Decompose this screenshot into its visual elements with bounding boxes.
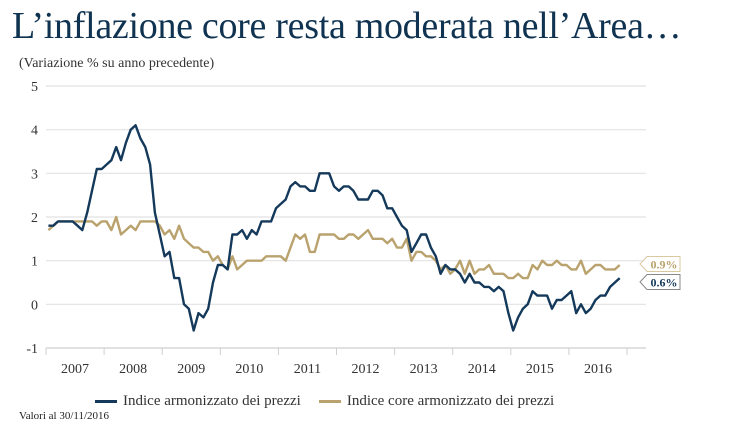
last-value-label-core: 0.9% xyxy=(639,256,681,272)
x-tick-label: 2014 xyxy=(468,362,496,377)
data-date-note: Valori al 30/11/2016 xyxy=(19,410,110,422)
label-box xyxy=(639,274,681,290)
x-tick-label: 2013 xyxy=(410,362,438,377)
x-tick-label: 2012 xyxy=(352,362,380,377)
legend-swatch-core xyxy=(318,400,341,403)
y-tick-label: 2 xyxy=(31,211,38,226)
x-tick-label: 2016 xyxy=(584,362,612,377)
y-tick-label: -1 xyxy=(26,342,38,357)
y-tick-label: 0 xyxy=(31,298,38,313)
series-line-core xyxy=(47,215,621,280)
x-tick-label: 2015 xyxy=(526,362,554,377)
y-tick-label: 3 xyxy=(31,167,38,182)
legend-item-core: Indice core armonizzato dei prezzi xyxy=(318,393,555,410)
y-tick-label: 5 xyxy=(31,80,38,95)
legend-item-hicp: Indice armonizzato dei prezzi xyxy=(95,393,301,410)
x-tick-label: 2010 xyxy=(235,362,263,377)
x-tick-label: 2007 xyxy=(61,362,89,377)
x-tick-label: 2009 xyxy=(177,362,205,377)
page-title: L’inflazione core resta moderata nell’Ar… xyxy=(12,5,682,47)
label-box xyxy=(639,256,681,272)
x-tick-label: 2011 xyxy=(294,362,321,377)
series-line-hicp xyxy=(48,124,621,332)
legend: Indice armonizzato dei prezzi Indice cor… xyxy=(95,393,564,410)
legend-label-hicp: Indice armonizzato dei prezzi xyxy=(123,393,301,409)
chart-subtitle: (Variazione % su anno precedente) xyxy=(19,56,215,71)
y-tick-label: 1 xyxy=(31,255,38,270)
y-tick-label: 4 xyxy=(31,124,38,139)
legend-swatch-hicp xyxy=(95,400,117,403)
label-text: 0.9% xyxy=(651,258,678,272)
x-tick-label: 2008 xyxy=(119,362,147,377)
label-text: 0.6% xyxy=(651,276,678,290)
last-value-label-hicp: 0.6% xyxy=(639,274,681,290)
legend-label-core: Indice core armonizzato dei prezzi xyxy=(346,393,555,409)
